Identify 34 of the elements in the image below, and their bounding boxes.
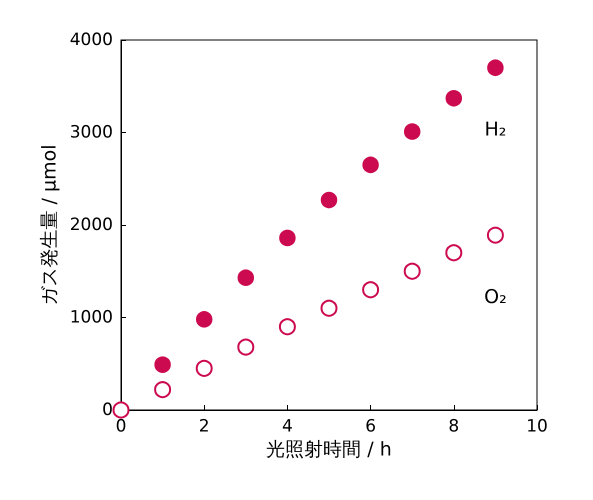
x-tick-label: 4: [282, 416, 293, 436]
point: [238, 269, 254, 286]
point: [112, 402, 130, 418]
point: [487, 60, 504, 76]
x-tick-label: 10: [526, 416, 548, 436]
y-tick-label: 1000: [70, 308, 113, 328]
point: [320, 192, 338, 208]
point: [196, 360, 213, 377]
series-label: H₂: [484, 118, 506, 140]
point: [446, 90, 462, 107]
point: [154, 381, 172, 398]
x-tick-label: 0: [116, 416, 126, 436]
y-tick-label: 4000: [70, 30, 113, 50]
x-axis-title: 光照射時間 / h: [266, 438, 392, 460]
point: [445, 244, 462, 262]
y-axis-title: ガス発生量 / μmol: [38, 144, 60, 306]
point: [362, 281, 380, 298]
x-tick-label: 6: [365, 416, 376, 436]
point: [279, 230, 296, 246]
point: [486, 226, 504, 244]
y-tick-label: 3000: [70, 122, 113, 142]
point: [404, 262, 421, 280]
x-tick-label: 8: [448, 416, 460, 436]
point: [237, 338, 254, 356]
y-tick-label: 2000: [70, 215, 113, 235]
point: [196, 311, 212, 328]
point: [154, 356, 171, 373]
series-label: O₂: [484, 286, 507, 308]
point: [278, 318, 296, 336]
point: [362, 156, 379, 174]
x-tick-label: 2: [198, 416, 210, 436]
point: [404, 123, 420, 140]
y-tick-label: 0: [102, 400, 113, 420]
point: [320, 300, 338, 317]
